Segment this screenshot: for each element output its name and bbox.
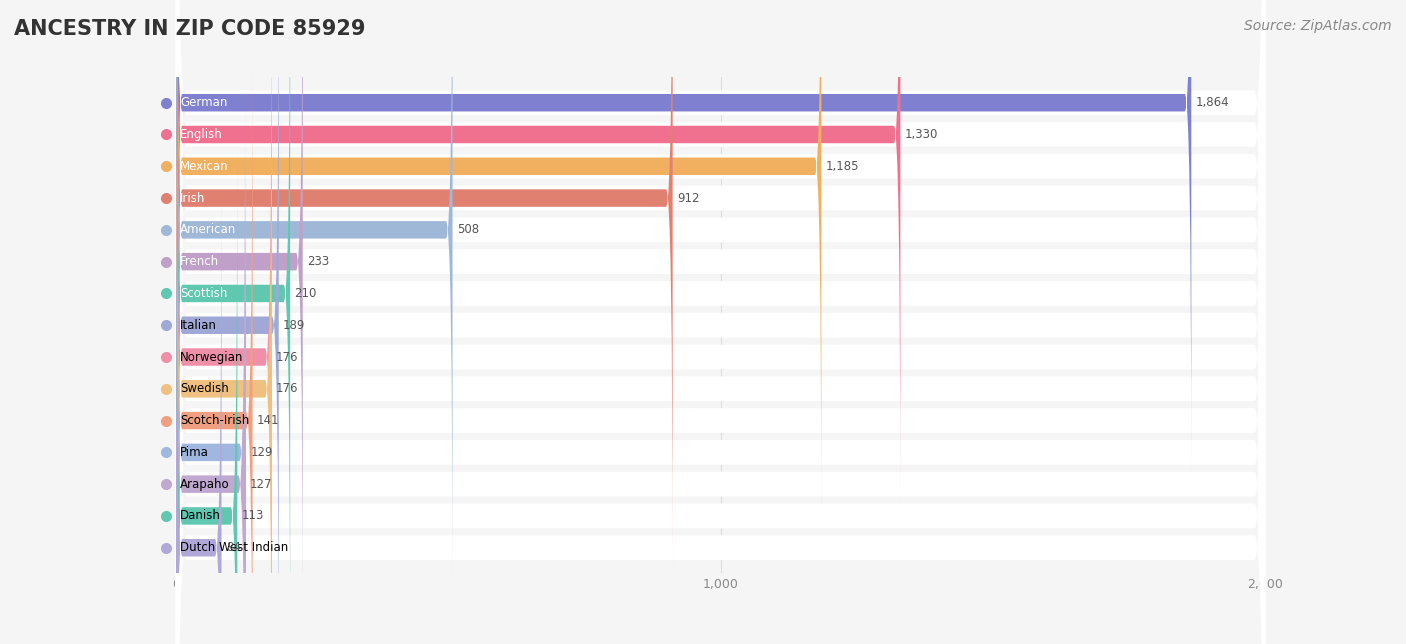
FancyBboxPatch shape: [176, 0, 290, 644]
FancyBboxPatch shape: [176, 0, 1265, 644]
Text: Arapaho: Arapaho: [180, 478, 229, 491]
FancyBboxPatch shape: [176, 0, 1265, 644]
FancyBboxPatch shape: [176, 175, 222, 644]
Text: Scotch-Irish: Scotch-Irish: [180, 414, 249, 427]
Text: 912: 912: [678, 191, 700, 205]
FancyBboxPatch shape: [176, 0, 1265, 644]
Text: Danish: Danish: [180, 509, 221, 522]
FancyBboxPatch shape: [176, 0, 1265, 644]
Text: Source: ZipAtlas.com: Source: ZipAtlas.com: [1244, 19, 1392, 33]
Text: Scottish: Scottish: [180, 287, 228, 300]
FancyBboxPatch shape: [176, 0, 453, 603]
FancyBboxPatch shape: [176, 0, 1265, 644]
Text: Mexican: Mexican: [180, 160, 229, 173]
Text: Irish: Irish: [180, 191, 205, 205]
FancyBboxPatch shape: [176, 0, 1265, 644]
FancyBboxPatch shape: [176, 0, 1265, 644]
FancyBboxPatch shape: [176, 0, 302, 634]
Text: ANCESTRY IN ZIP CODE 85929: ANCESTRY IN ZIP CODE 85929: [14, 19, 366, 39]
Text: 127: 127: [249, 478, 271, 491]
FancyBboxPatch shape: [176, 0, 672, 571]
Text: 233: 233: [307, 255, 329, 268]
Text: 176: 176: [276, 383, 298, 395]
Text: 1,330: 1,330: [904, 128, 938, 141]
Text: 1,864: 1,864: [1195, 96, 1229, 109]
Text: Dutch West Indian: Dutch West Indian: [180, 541, 288, 554]
Text: 129: 129: [250, 446, 273, 459]
Text: American: American: [180, 223, 236, 236]
FancyBboxPatch shape: [176, 0, 1265, 644]
FancyBboxPatch shape: [176, 0, 1265, 644]
Text: French: French: [180, 255, 219, 268]
FancyBboxPatch shape: [176, 0, 1265, 644]
Text: 210: 210: [294, 287, 316, 300]
FancyBboxPatch shape: [176, 143, 238, 644]
Text: Italian: Italian: [180, 319, 217, 332]
FancyBboxPatch shape: [176, 0, 1265, 644]
FancyBboxPatch shape: [176, 0, 1265, 644]
Text: 176: 176: [276, 350, 298, 363]
FancyBboxPatch shape: [176, 0, 1265, 644]
FancyBboxPatch shape: [176, 0, 271, 644]
Text: 84: 84: [226, 541, 240, 554]
Text: 508: 508: [457, 223, 479, 236]
Text: English: English: [180, 128, 224, 141]
Text: Swedish: Swedish: [180, 383, 229, 395]
Text: Norwegian: Norwegian: [180, 350, 243, 363]
FancyBboxPatch shape: [176, 111, 245, 644]
FancyBboxPatch shape: [176, 0, 1265, 644]
FancyBboxPatch shape: [176, 48, 253, 644]
FancyBboxPatch shape: [176, 0, 900, 507]
FancyBboxPatch shape: [176, 0, 1265, 644]
FancyBboxPatch shape: [176, 0, 278, 644]
Text: 141: 141: [257, 414, 280, 427]
FancyBboxPatch shape: [176, 16, 271, 644]
Text: German: German: [180, 96, 228, 109]
Text: 189: 189: [283, 319, 305, 332]
Text: 1,185: 1,185: [825, 160, 859, 173]
Text: 113: 113: [242, 509, 264, 522]
FancyBboxPatch shape: [176, 80, 246, 644]
FancyBboxPatch shape: [176, 0, 1191, 475]
Text: Pima: Pima: [180, 446, 209, 459]
FancyBboxPatch shape: [176, 0, 821, 539]
